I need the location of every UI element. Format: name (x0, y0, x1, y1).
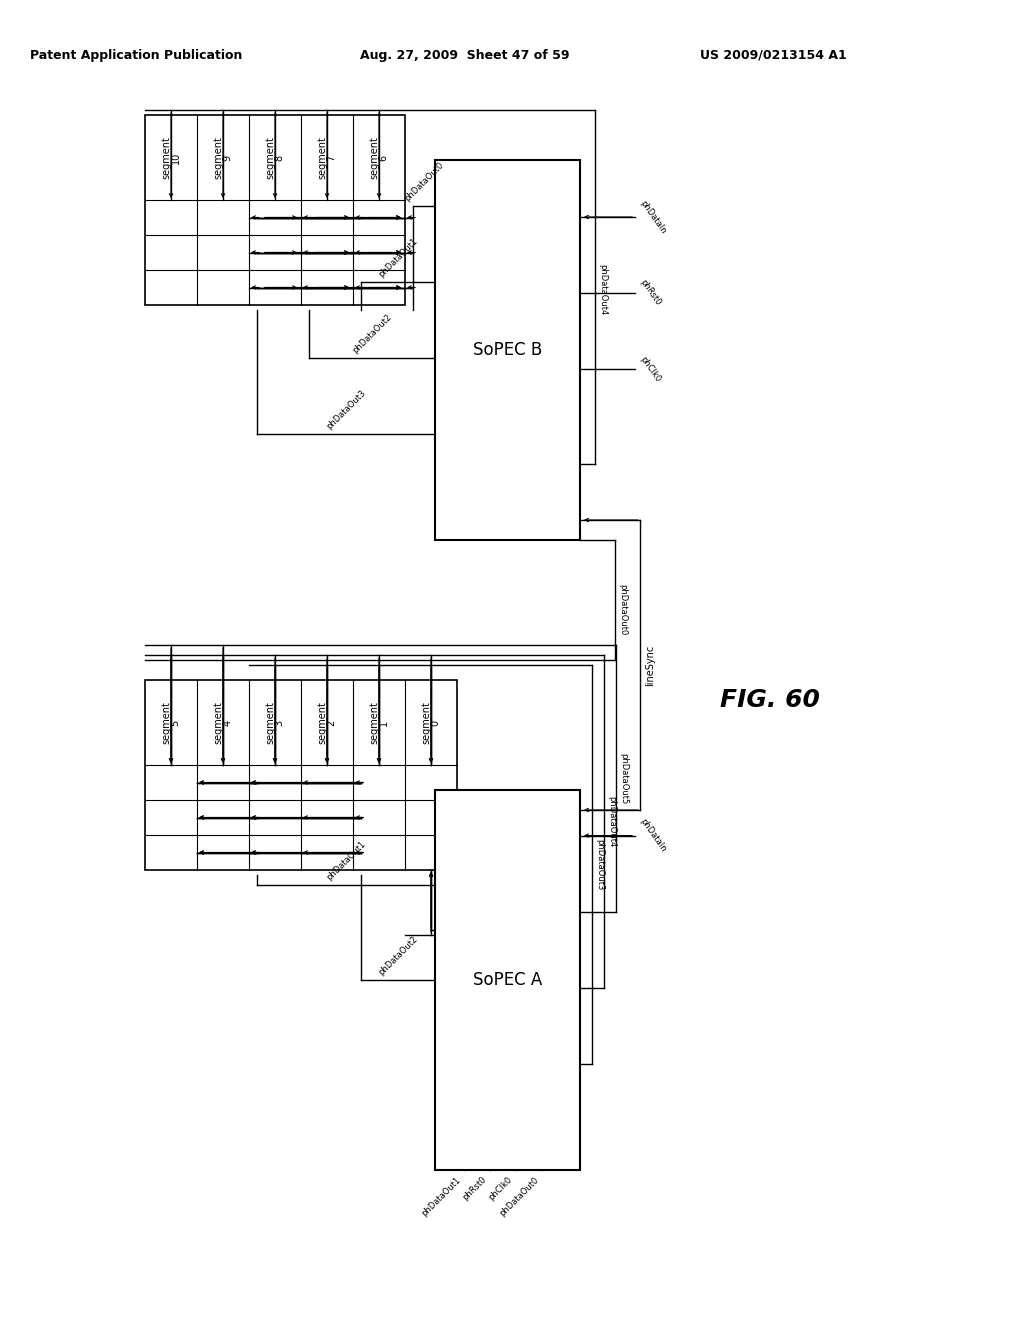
Text: phDataOut1: phDataOut1 (420, 1175, 462, 1217)
Text: phDataOut1: phDataOut1 (325, 840, 368, 882)
Text: phDataOut0: phDataOut0 (618, 585, 627, 636)
Text: lineSync: lineSync (645, 644, 655, 685)
Text: phDataOut1: phDataOut1 (377, 236, 419, 279)
Text: phDataOut2: phDataOut2 (377, 935, 419, 977)
Text: US 2009/0213154 A1: US 2009/0213154 A1 (700, 49, 847, 62)
Text: phDataOut3: phDataOut3 (325, 388, 368, 430)
Text: phRst0: phRst0 (461, 1175, 488, 1203)
Text: segment
5: segment 5 (162, 701, 180, 744)
Text: segment
2: segment 2 (317, 701, 337, 744)
Bar (145, 115, 406, 305)
Text: phDataOut5: phDataOut5 (618, 752, 628, 804)
Text: SoPEC B: SoPEC B (473, 341, 542, 359)
Text: phDataOut4: phDataOut4 (607, 796, 616, 847)
Bar (435, 789, 580, 1170)
Text: segment
7: segment 7 (317, 136, 337, 180)
Bar (435, 160, 580, 540)
Text: Aug. 27, 2009  Sheet 47 of 59: Aug. 27, 2009 Sheet 47 of 59 (360, 49, 569, 62)
Text: segment
9: segment 9 (213, 136, 232, 180)
Text: phDataIn: phDataIn (638, 198, 668, 235)
Text: phDataOut0: phDataOut0 (402, 160, 445, 202)
Text: phClk0: phClk0 (638, 355, 663, 384)
Text: SoPEC A: SoPEC A (473, 972, 542, 989)
Text: segment
6: segment 6 (370, 136, 388, 180)
Text: segment
8: segment 8 (265, 136, 285, 180)
Text: segment
1: segment 1 (370, 701, 388, 744)
Text: segment
10: segment 10 (162, 136, 180, 180)
Text: phDataOut4: phDataOut4 (598, 264, 607, 315)
Text: phDataOut3: phDataOut3 (595, 838, 604, 890)
Bar (145, 680, 457, 870)
Text: FIG. 60: FIG. 60 (720, 688, 820, 711)
Text: Patent Application Publication: Patent Application Publication (30, 49, 243, 62)
Text: phDataOut0: phDataOut0 (498, 1175, 541, 1217)
Text: phDataIn: phDataIn (638, 817, 668, 854)
Text: segment
4: segment 4 (213, 701, 232, 744)
Text: phRst0: phRst0 (638, 279, 663, 308)
Text: segment
3: segment 3 (265, 701, 285, 744)
Text: phDataOut2: phDataOut2 (350, 312, 393, 355)
Text: segment
0: segment 0 (422, 701, 440, 744)
Text: phClk0: phClk0 (487, 1175, 514, 1203)
